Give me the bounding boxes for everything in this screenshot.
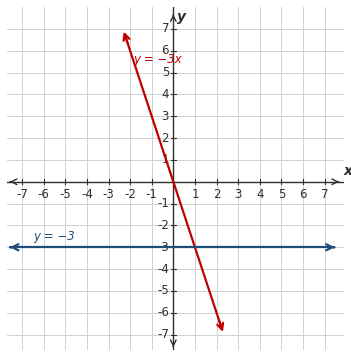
Text: 2: 2 — [161, 132, 169, 145]
Text: -3: -3 — [102, 188, 114, 201]
Text: 5: 5 — [278, 188, 285, 201]
Text: 4: 4 — [161, 88, 169, 101]
Text: 6: 6 — [161, 44, 169, 57]
Text: -4: -4 — [157, 263, 169, 276]
Text: y = −3x: y = −3x — [133, 53, 182, 66]
Text: -7: -7 — [16, 188, 28, 201]
Text: -6: -6 — [157, 306, 169, 319]
Text: 2: 2 — [213, 188, 220, 201]
Text: -7: -7 — [157, 328, 169, 341]
Text: -6: -6 — [38, 188, 50, 201]
Text: 7: 7 — [321, 188, 328, 201]
Text: y: y — [177, 10, 186, 24]
Text: -5: -5 — [59, 188, 71, 201]
Text: -5: -5 — [157, 285, 169, 297]
Text: -1: -1 — [157, 197, 169, 210]
Text: 4: 4 — [256, 188, 264, 201]
Text: 5: 5 — [162, 66, 169, 79]
Text: 1: 1 — [191, 188, 199, 201]
Text: -2: -2 — [157, 219, 169, 232]
Text: -3: -3 — [157, 241, 169, 254]
Text: -2: -2 — [124, 188, 136, 201]
Text: y = −3: y = −3 — [33, 230, 75, 243]
Text: 6: 6 — [299, 188, 307, 201]
Text: -1: -1 — [146, 188, 158, 201]
Text: 1: 1 — [161, 154, 169, 166]
Text: 3: 3 — [234, 188, 242, 201]
Text: 3: 3 — [162, 110, 169, 123]
Text: x: x — [344, 165, 351, 178]
Text: -4: -4 — [81, 188, 93, 201]
Text: 7: 7 — [161, 22, 169, 35]
